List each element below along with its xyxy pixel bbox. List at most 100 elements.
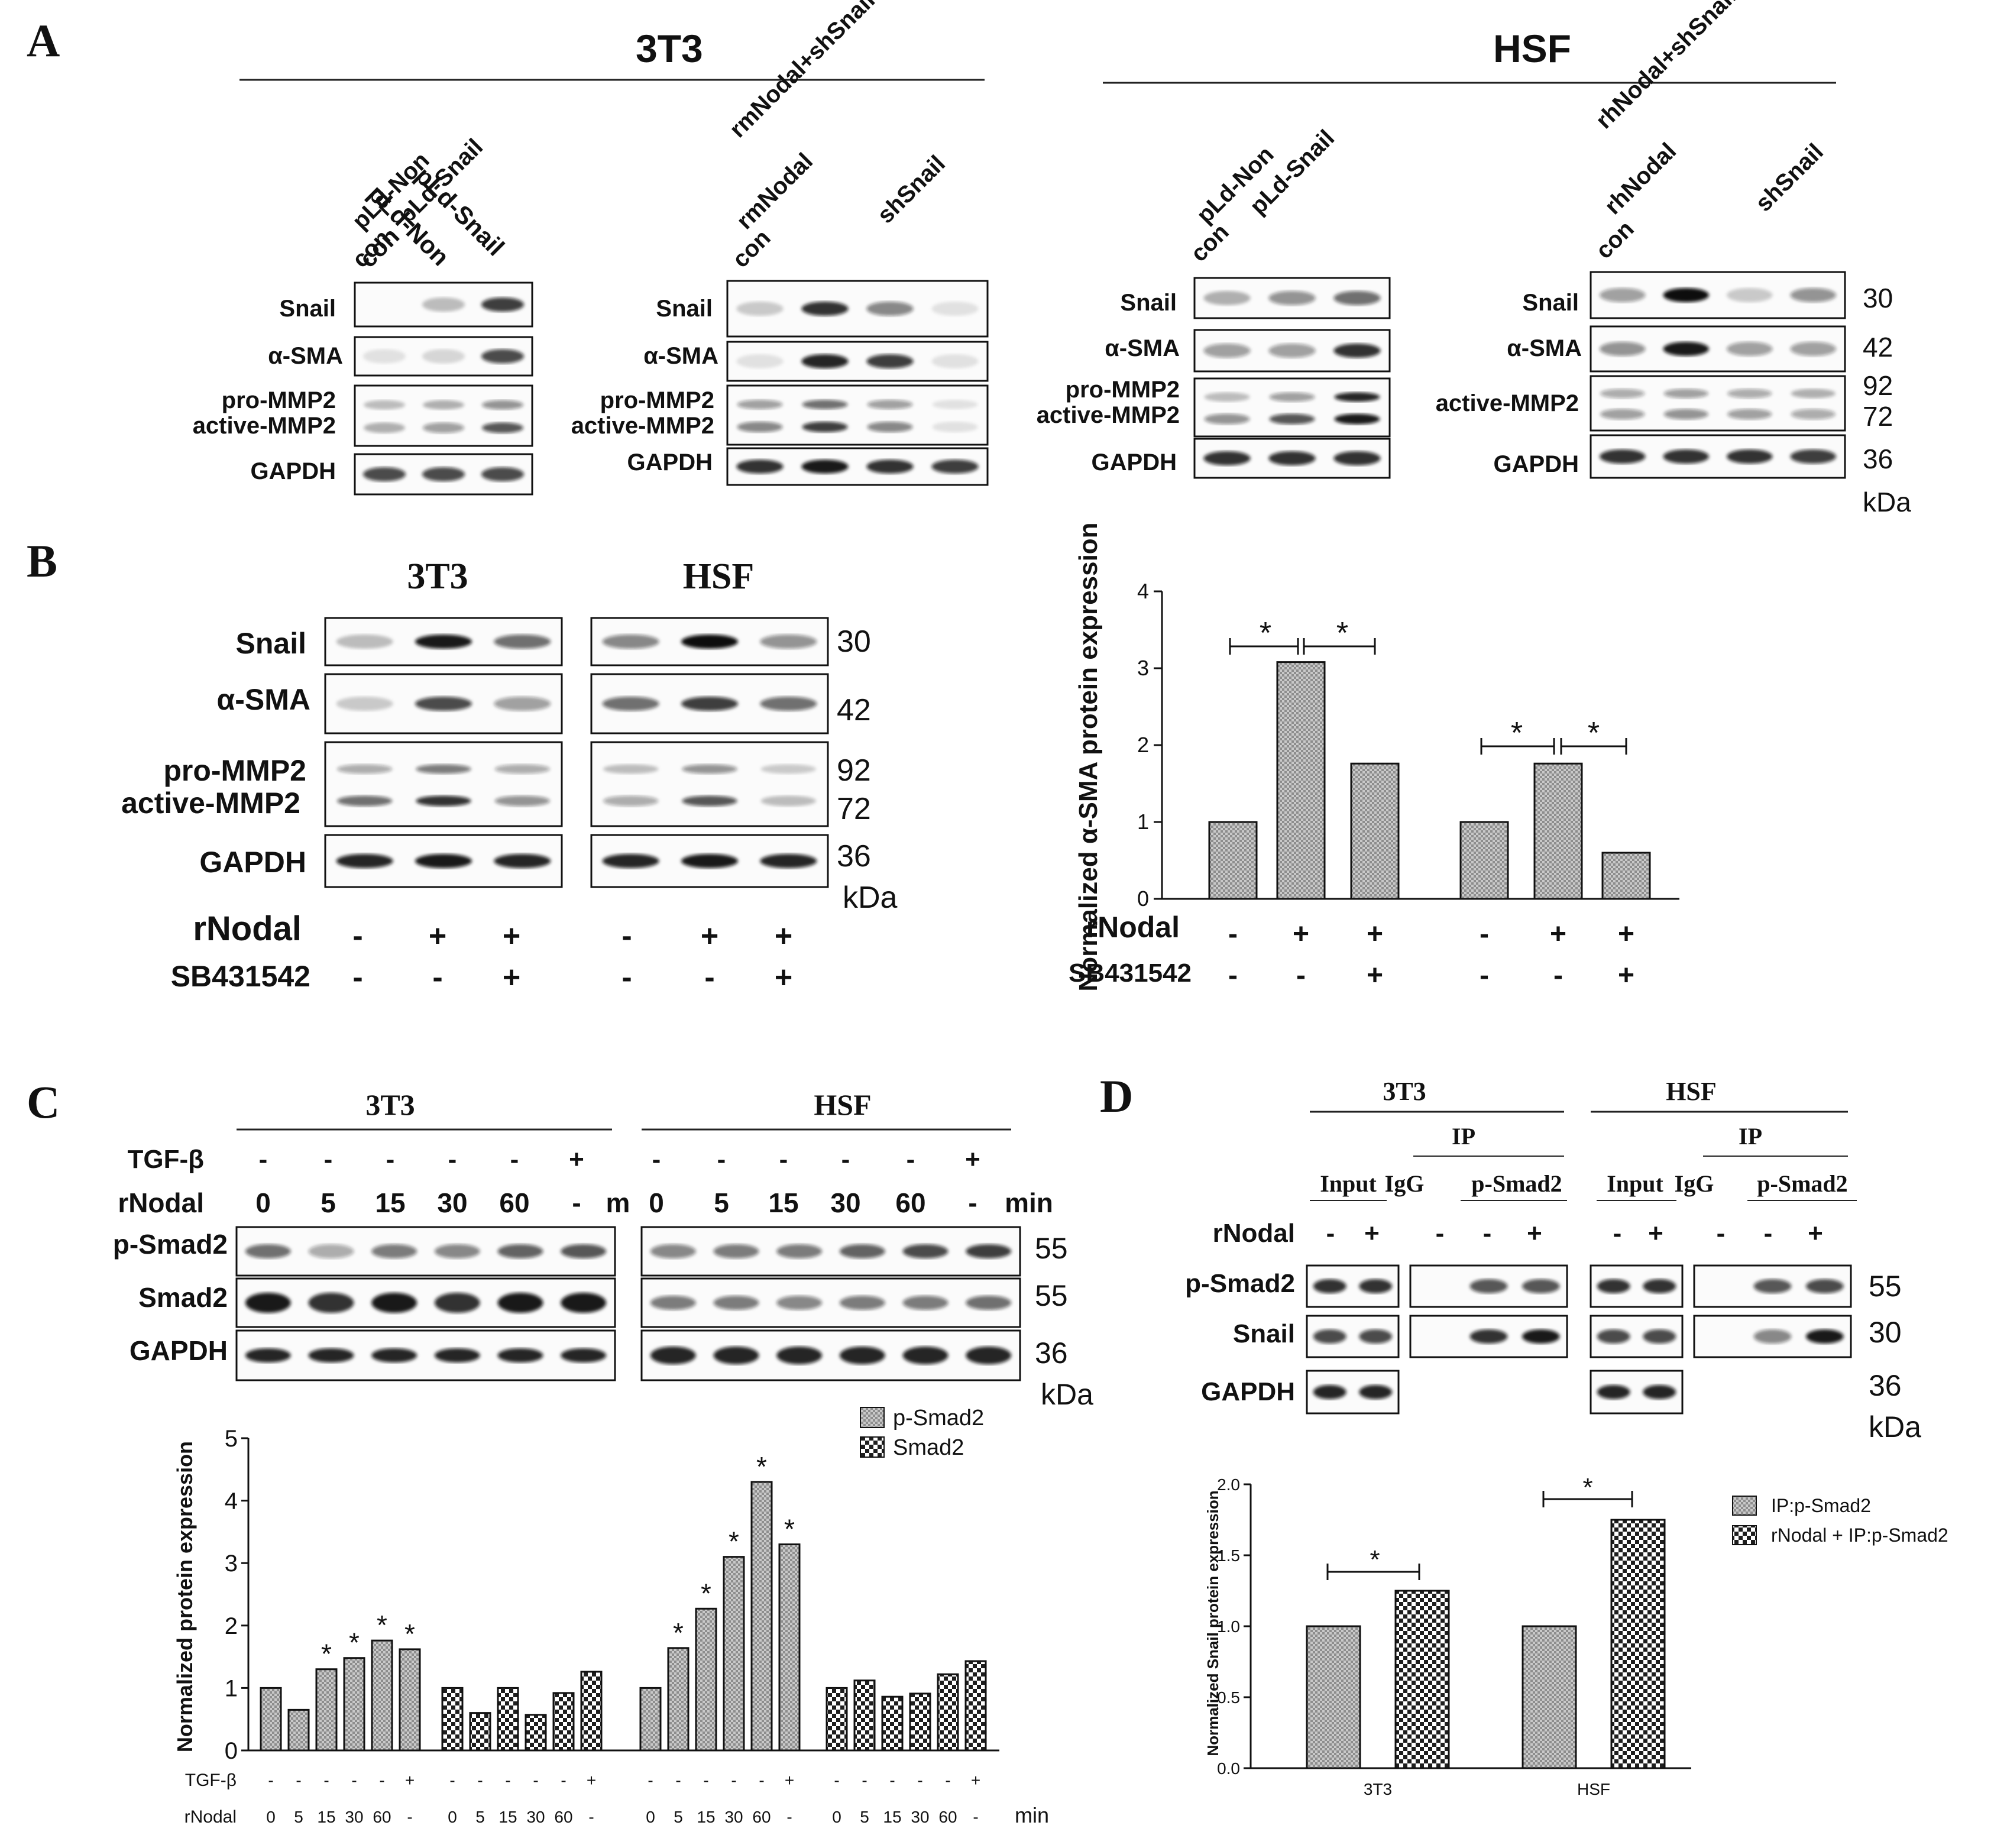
protein-band: [1806, 1329, 1844, 1344]
tgf-value: +: [965, 1145, 980, 1174]
bar: [909, 1692, 931, 1752]
protein-band: [422, 467, 465, 481]
axis-label-tgf-beta: TGF-β: [185, 1771, 237, 1790]
blot-title-3t3: 3T3: [407, 556, 468, 597]
legend-label: Smad2: [893, 1435, 964, 1460]
tgf-value: +: [405, 1771, 415, 1789]
bar: [315, 1668, 338, 1752]
tgf-value: +: [587, 1771, 596, 1789]
legend: p-Smad2 Smad2: [860, 1406, 984, 1460]
protein-band: [1269, 413, 1315, 425]
protein-band: [245, 1348, 291, 1362]
rnodal-value: 60: [938, 1808, 957, 1826]
row-label-active-mmp2: active-MMP2: [1436, 390, 1579, 416]
tgf-value: -: [703, 1771, 708, 1789]
tgf-value: -: [505, 1771, 510, 1789]
blot-b-3t3-mmp2: [324, 741, 563, 827]
protein-band: [1600, 389, 1645, 399]
row-label-pro-mmp2: pro-MMP2: [222, 387, 336, 413]
rnodal-value: -: [1717, 1219, 1726, 1248]
y-tick-label: 3: [225, 1551, 238, 1577]
rnodal-value: 15: [498, 1808, 517, 1826]
rnodal-value: +: [1527, 1219, 1542, 1248]
row-label-active-mmp2: active-MMP2: [121, 787, 300, 820]
protein-band: [866, 459, 914, 474]
tgf-value: -: [779, 1145, 788, 1174]
row-label-pro-mmp2: pro-MMP2: [600, 387, 714, 413]
panel-letter-d: D: [1100, 1070, 1133, 1122]
rnodal-value: 5: [714, 1187, 729, 1218]
bar: [750, 1481, 773, 1752]
rnodal-value: 0: [266, 1808, 276, 1826]
protein-band: [1203, 291, 1251, 305]
bar: [287, 1708, 310, 1752]
group-title-3t3: 3T3: [1383, 1077, 1426, 1106]
protein-band: [1753, 1329, 1792, 1344]
bar: [1459, 821, 1509, 900]
row-label-active-mmp2: active-MMP2: [571, 413, 714, 439]
protein-band: [1727, 449, 1773, 464]
protein-band: [482, 400, 523, 410]
blot-title-hsf: HSF: [683, 556, 755, 597]
protein-band: [802, 400, 848, 409]
treatment-value: -: [1480, 918, 1489, 950]
rnodal-value: 0: [448, 1808, 457, 1826]
protein-band: [1334, 392, 1380, 402]
bar: [881, 1695, 904, 1752]
row-label-rnodal: rNodal: [118, 1187, 204, 1218]
protein-band: [602, 635, 659, 649]
panel-letter-a: A: [27, 15, 60, 66]
group-title-3t3: 3T3: [365, 1088, 415, 1121]
kda-unit: kDa: [1863, 487, 1911, 517]
y-tick-label: 5: [225, 1426, 238, 1452]
rnodal-value: 5: [674, 1808, 683, 1826]
blot-a4-mmp2: [1590, 375, 1846, 432]
rnodal-value: 15: [317, 1808, 335, 1826]
rnodal-value: -: [407, 1808, 412, 1826]
kda-55: 55: [1869, 1270, 1902, 1303]
protein-band: [415, 854, 472, 868]
row-label-asma: α-SMA: [643, 343, 718, 369]
protein-band: [1359, 1385, 1393, 1399]
protein-band: [760, 795, 817, 807]
protein-band: [337, 795, 393, 807]
kda-30: 30: [837, 624, 871, 659]
row-label-p-smad2: p-Smad2: [113, 1229, 228, 1260]
protein-band: [1334, 413, 1380, 425]
protein-band: [363, 349, 406, 364]
tgf-value: -: [675, 1771, 681, 1789]
row-label-snail: Snail: [1120, 290, 1177, 316]
protein-band: [481, 297, 524, 312]
rnodal-value: -: [786, 1808, 792, 1826]
protein-band: [364, 400, 405, 410]
protein-band: [1663, 449, 1709, 464]
protein-band: [776, 1244, 823, 1258]
protein-band: [650, 1347, 696, 1364]
lane-label-rhnodal: rhNodal: [1600, 138, 1681, 219]
protein-band: [867, 400, 913, 409]
kda-unit: kDa: [1041, 1378, 1093, 1411]
row-label-asma: α-SMA: [217, 683, 311, 716]
legend-swatch: [1732, 1525, 1757, 1545]
rnodal-value: 30: [911, 1808, 929, 1826]
tgf-value: -: [561, 1771, 566, 1789]
treatment-value: +: [1618, 960, 1634, 991]
lane-label-rmnodal-shsnail: rmNodal+shSnail: [724, 0, 880, 143]
treatment-value: -: [1228, 918, 1238, 950]
protein-band: [932, 400, 978, 409]
chart-c: 0 1 2 3 4 5 Normalized protein expression * * * * *…: [173, 1406, 999, 1764]
protein-band: [931, 354, 979, 368]
protein-band: [1791, 389, 1836, 399]
panel-letter-c: C: [27, 1076, 60, 1128]
tgf-value: -: [259, 1145, 268, 1174]
kda-55: 55: [1035, 1232, 1068, 1265]
treatment-value: +: [1293, 918, 1309, 950]
chart-b: 0 1 2 3 4 Normalized α-SMA protein expression…: [1074, 522, 1679, 992]
kda-42: 42: [1863, 332, 1893, 363]
protein-band: [337, 764, 393, 774]
bar: [1533, 762, 1583, 900]
protein-band: [481, 349, 524, 364]
row-label-gapdh: GAPDH: [199, 846, 306, 879]
bar: [695, 1607, 717, 1752]
